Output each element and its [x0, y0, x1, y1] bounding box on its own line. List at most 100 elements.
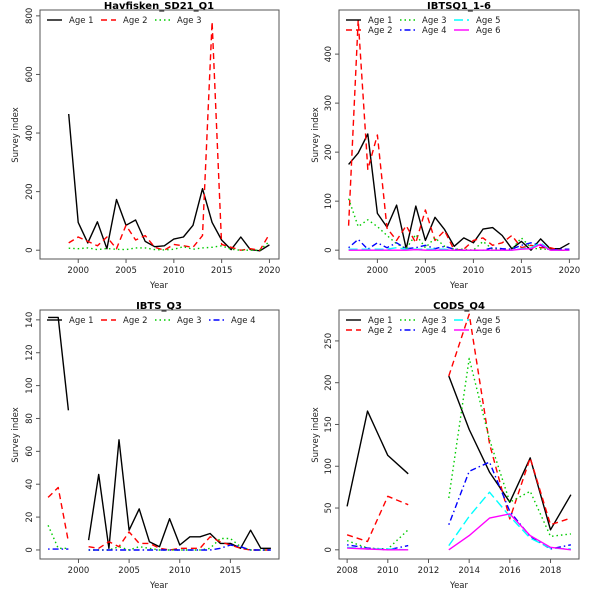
legend-label: Age 3: [177, 316, 202, 326]
legend-label: Age 3: [177, 16, 202, 26]
y-tick-label: 200: [324, 144, 334, 160]
series-line-age-4: [88, 544, 271, 551]
x-tick-label: 2005: [415, 266, 437, 276]
series-line-age-2: [68, 21, 271, 251]
x-tick-label: 2015: [220, 566, 242, 576]
y-tick-label: 0: [324, 547, 334, 552]
series-line-age-1: [448, 375, 572, 531]
x-tick-label: 2012: [418, 566, 440, 576]
y-tick-label: 100: [324, 458, 334, 474]
y-tick-label: 800: [25, 8, 35, 24]
plot-area: [39, 309, 280, 560]
chart-title: IBTS_Q3: [136, 301, 182, 312]
series-line-age-6: [347, 547, 409, 551]
series-line-age-3: [347, 198, 570, 251]
x-tick-label: 2008: [336, 566, 358, 576]
series-line-age-6: [448, 513, 571, 551]
x-tick-label: 2016: [499, 566, 521, 576]
series-line-age-3: [47, 525, 69, 549]
plot-area: [338, 9, 580, 260]
x-tick-label: 2018: [540, 566, 562, 576]
plot-area: [39, 9, 280, 260]
panel-ibtsq1: IBTSQ1_1-6 Year Survey index 2000 2005 201…: [311, 1, 580, 291]
series-line-age-2: [88, 531, 271, 551]
panel-havfisken: Havfisken_SD21_Q1 Year Survey index 2000…: [11, 1, 280, 291]
y-tick-label: 80: [25, 413, 35, 424]
y-tick-label: 60: [25, 446, 35, 457]
series-line-age-4: [348, 238, 570, 251]
legend-label: Age 1: [69, 16, 94, 26]
y-tick-label: 150: [324, 416, 334, 432]
x-tick-label: 2000: [67, 266, 89, 276]
y-tick-label: 50: [324, 503, 334, 514]
y-axis-label: Survey index: [311, 107, 321, 163]
series-line-age-4: [346, 544, 409, 551]
y-tick-label: 250: [324, 333, 334, 349]
y-tick-label: 140: [25, 312, 35, 328]
legend-label: Age 4: [231, 316, 256, 326]
legend-label: Age 3: [422, 316, 447, 326]
x-tick-label: 2014: [458, 566, 480, 576]
legend-label: Age 6: [476, 26, 501, 36]
x-axis-label: Year: [449, 581, 469, 591]
series-line-age-1: [346, 410, 409, 507]
legend-label: Age 4: [422, 326, 447, 336]
series-line-age-1: [68, 113, 270, 252]
y-axis-label: Survey index: [11, 407, 21, 463]
series-line-age-2: [346, 495, 409, 543]
series-line-age-6: [348, 243, 570, 251]
x-tick-label: 2005: [115, 266, 137, 276]
legend-label: Age 2: [123, 16, 148, 26]
series-line-age-2: [47, 486, 70, 542]
y-tick-label: 0: [25, 248, 35, 253]
series-line-age-2: [448, 313, 572, 526]
series-line-age-1: [48, 316, 70, 411]
x-tick-label: 2020: [559, 266, 581, 276]
series-line-age-1: [348, 133, 570, 251]
x-tick-label: 2010: [163, 266, 185, 276]
y-tick-label: 0: [25, 547, 35, 552]
x-axis-label: Year: [449, 281, 469, 291]
y-tick-label: 600: [25, 66, 35, 82]
y-tick-label: 100: [25, 377, 35, 393]
x-tick-label: 2005: [118, 566, 140, 576]
series-line-age-5: [448, 491, 571, 550]
y-tick-label: 400: [25, 125, 35, 141]
x-tick-label: 2020: [259, 266, 281, 276]
chart-title: IBTSQ1_1-6: [427, 1, 491, 12]
series-line-age-2: [347, 19, 570, 251]
y-axis-label: Survey index: [11, 107, 21, 163]
legend-label: Age 1: [69, 316, 94, 326]
x-tick-label: 2010: [169, 566, 191, 576]
y-tick-label: 300: [324, 95, 334, 111]
chart-title: CODS_Q4: [433, 301, 485, 312]
y-tick-label: 100: [324, 193, 334, 209]
y-tick-label: 400: [324, 46, 334, 62]
chart-title: Havfisken_SD21_Q1: [104, 1, 214, 12]
plot-area: [338, 309, 580, 560]
y-tick-label: 200: [324, 375, 334, 391]
legend-label: Age 5: [476, 316, 501, 326]
panel-ibts-q3: IBTS_Q3 Year Survey index 2000 2005 2010 20…: [11, 301, 280, 591]
x-tick-label: 2015: [211, 266, 233, 276]
y-tick-label: 120: [25, 345, 35, 361]
legend-label: Age 5: [476, 16, 501, 26]
y-tick-label: 0: [324, 247, 334, 252]
legend-label: Age 3: [422, 16, 447, 26]
legend-label: Age 2: [368, 26, 393, 36]
x-tick-label: 2010: [463, 266, 485, 276]
y-tick-label: 200: [25, 184, 35, 200]
y-axis-label: Survey index: [311, 407, 321, 463]
legend-label: Age 4: [422, 26, 447, 36]
legend-label: Age 1: [368, 16, 393, 26]
legend-label: Age 1: [368, 316, 393, 326]
legend-label: Age 2: [368, 326, 393, 336]
x-tick-label: 2000: [367, 266, 389, 276]
panel-cods-q4: CODS_Q4 Year Survey index 2008 2010 2012 20…: [311, 301, 580, 591]
x-tick-label: 2015: [511, 266, 533, 276]
series-line-age-3: [448, 357, 571, 538]
x-tick-label: 2010: [377, 566, 399, 576]
legend-label: Age 2: [123, 316, 148, 326]
x-axis-label: Year: [149, 281, 169, 291]
